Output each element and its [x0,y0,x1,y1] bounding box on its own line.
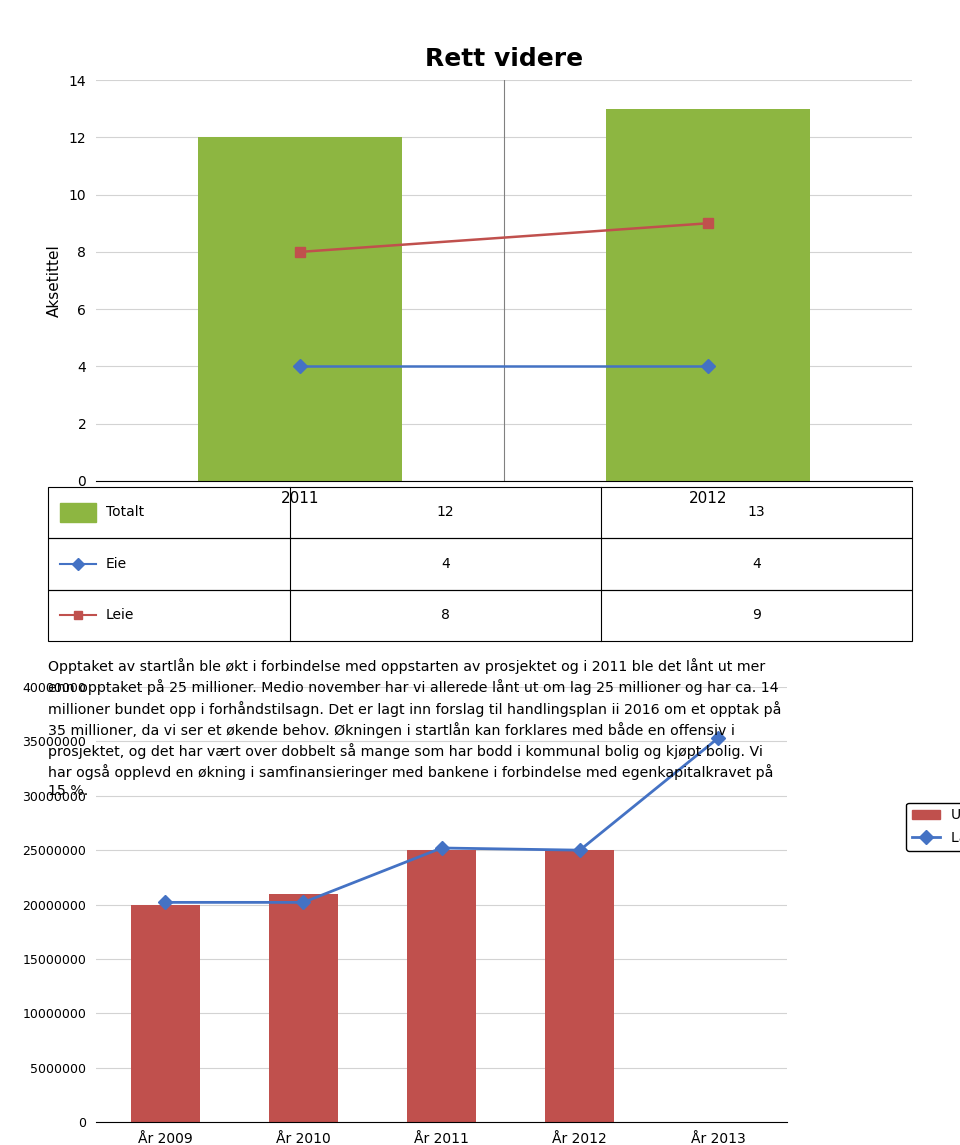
Text: Totalt: Totalt [106,505,144,520]
Bar [269,893,338,1122]
Text: Opptaket av startlån ble økt i forbindelse med oppstarten av prosjektet og i 201: Opptaket av startlån ble økt i forbindel… [48,658,781,798]
Bar [606,109,810,481]
Text: 4: 4 [752,556,761,571]
Text: 9: 9 [752,608,761,623]
Text: Eie: Eie [106,556,127,571]
Bar [545,850,614,1122]
Bar [407,850,476,1122]
Text: Leie: Leie [106,608,134,623]
Text: 12: 12 [437,505,454,520]
Bar [131,905,200,1122]
Title: Rett videre: Rett videre [425,47,583,71]
Y-axis label: Aksetittel: Aksetittel [47,244,61,317]
Text: 4: 4 [441,556,450,571]
Text: 8: 8 [441,608,450,623]
Legend: Utlånt, Låne opptak: Utlånt, Låne opptak [906,803,960,851]
Bar [198,137,402,481]
Text: 13: 13 [748,505,765,520]
